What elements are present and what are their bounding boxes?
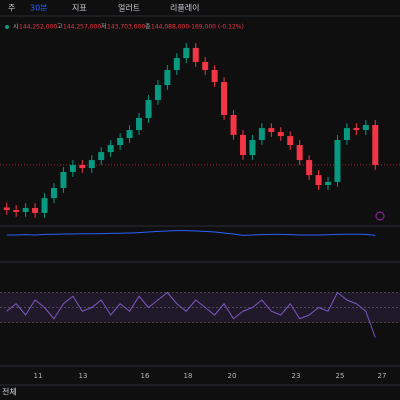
- candle-body: [154, 84, 161, 101]
- candle-body: [60, 171, 67, 188]
- candle-body: [173, 58, 180, 70]
- candle-body: [164, 69, 171, 85]
- indicator-line: [6, 230, 376, 236]
- candle-body: [230, 115, 237, 135]
- oscillator-line: [6, 291, 376, 338]
- status-dot: [5, 25, 9, 29]
- legend-label: 저: [101, 23, 107, 31]
- toolbar-button[interactable]: 지표: [72, 4, 87, 13]
- toolbar-button[interactable]: 주: [8, 4, 15, 13]
- range-button[interactable]: 전체: [2, 387, 17, 397]
- candle-body: [192, 47, 199, 62]
- candle-body: [98, 152, 105, 161]
- candle-body: [88, 160, 95, 169]
- x-tick-label: 25: [336, 372, 345, 380]
- candle-body: [3, 207, 10, 210]
- x-tick-label: 23: [292, 372, 301, 380]
- x-tick-label: 27: [378, 372, 387, 380]
- candle-body: [50, 187, 57, 199]
- candle-body: [334, 139, 341, 182]
- candle-body: [268, 128, 275, 132]
- candle-body: [32, 208, 39, 213]
- candle-body: [183, 47, 190, 59]
- event-icon: [375, 211, 385, 221]
- candle-body: [343, 128, 350, 140]
- candle-body: [306, 160, 313, 176]
- candle-body: [239, 134, 246, 155]
- candle-body: [249, 139, 256, 155]
- candle-body: [315, 175, 322, 186]
- legend-value: 144,257,000: [63, 24, 101, 31]
- x-tick-label: 13: [79, 372, 88, 380]
- candle-body: [362, 124, 369, 131]
- legend-value: 144,088,000: [151, 24, 189, 31]
- candle-body: [211, 69, 218, 83]
- legend-label: 시: [13, 24, 19, 31]
- candle-body: [22, 208, 29, 212]
- x-tick-label: 18: [184, 372, 193, 380]
- candle-body: [287, 136, 294, 146]
- candle-body: [126, 130, 133, 139]
- candle-body: [79, 164, 86, 169]
- candle-body: [13, 209, 20, 212]
- candle-body: [296, 145, 303, 161]
- candle-body: [107, 145, 114, 153]
- x-tick-label: 20: [228, 372, 237, 380]
- candle-body: [277, 131, 284, 137]
- candle-body: [41, 198, 48, 213]
- candle-body: [136, 117, 143, 131]
- candle-body: [353, 128, 360, 131]
- x-tick-label: 11: [34, 372, 43, 380]
- candle-body: [69, 164, 76, 172]
- toolbar-button[interactable]: 얼러트: [118, 3, 140, 13]
- candle-body: [372, 124, 379, 165]
- candle-body: [117, 138, 124, 146]
- candle-body: [258, 128, 265, 140]
- legend-value: 143,703,000: [107, 24, 145, 31]
- candle-body: [325, 181, 332, 186]
- candle-body: [145, 100, 152, 118]
- legend-label: 고: [57, 24, 63, 31]
- legend-change: -169,000 (-0.12%): [189, 24, 244, 31]
- toolbar-button[interactable]: 리플레이: [170, 3, 199, 13]
- toolbar-button[interactable]: 30분: [30, 4, 48, 13]
- candle-body: [202, 61, 209, 70]
- x-tick-label: 16: [141, 372, 150, 380]
- legend-value: 144,252,000: [19, 24, 57, 31]
- legend-label: 종: [145, 24, 151, 31]
- candle-body: [221, 82, 228, 116]
